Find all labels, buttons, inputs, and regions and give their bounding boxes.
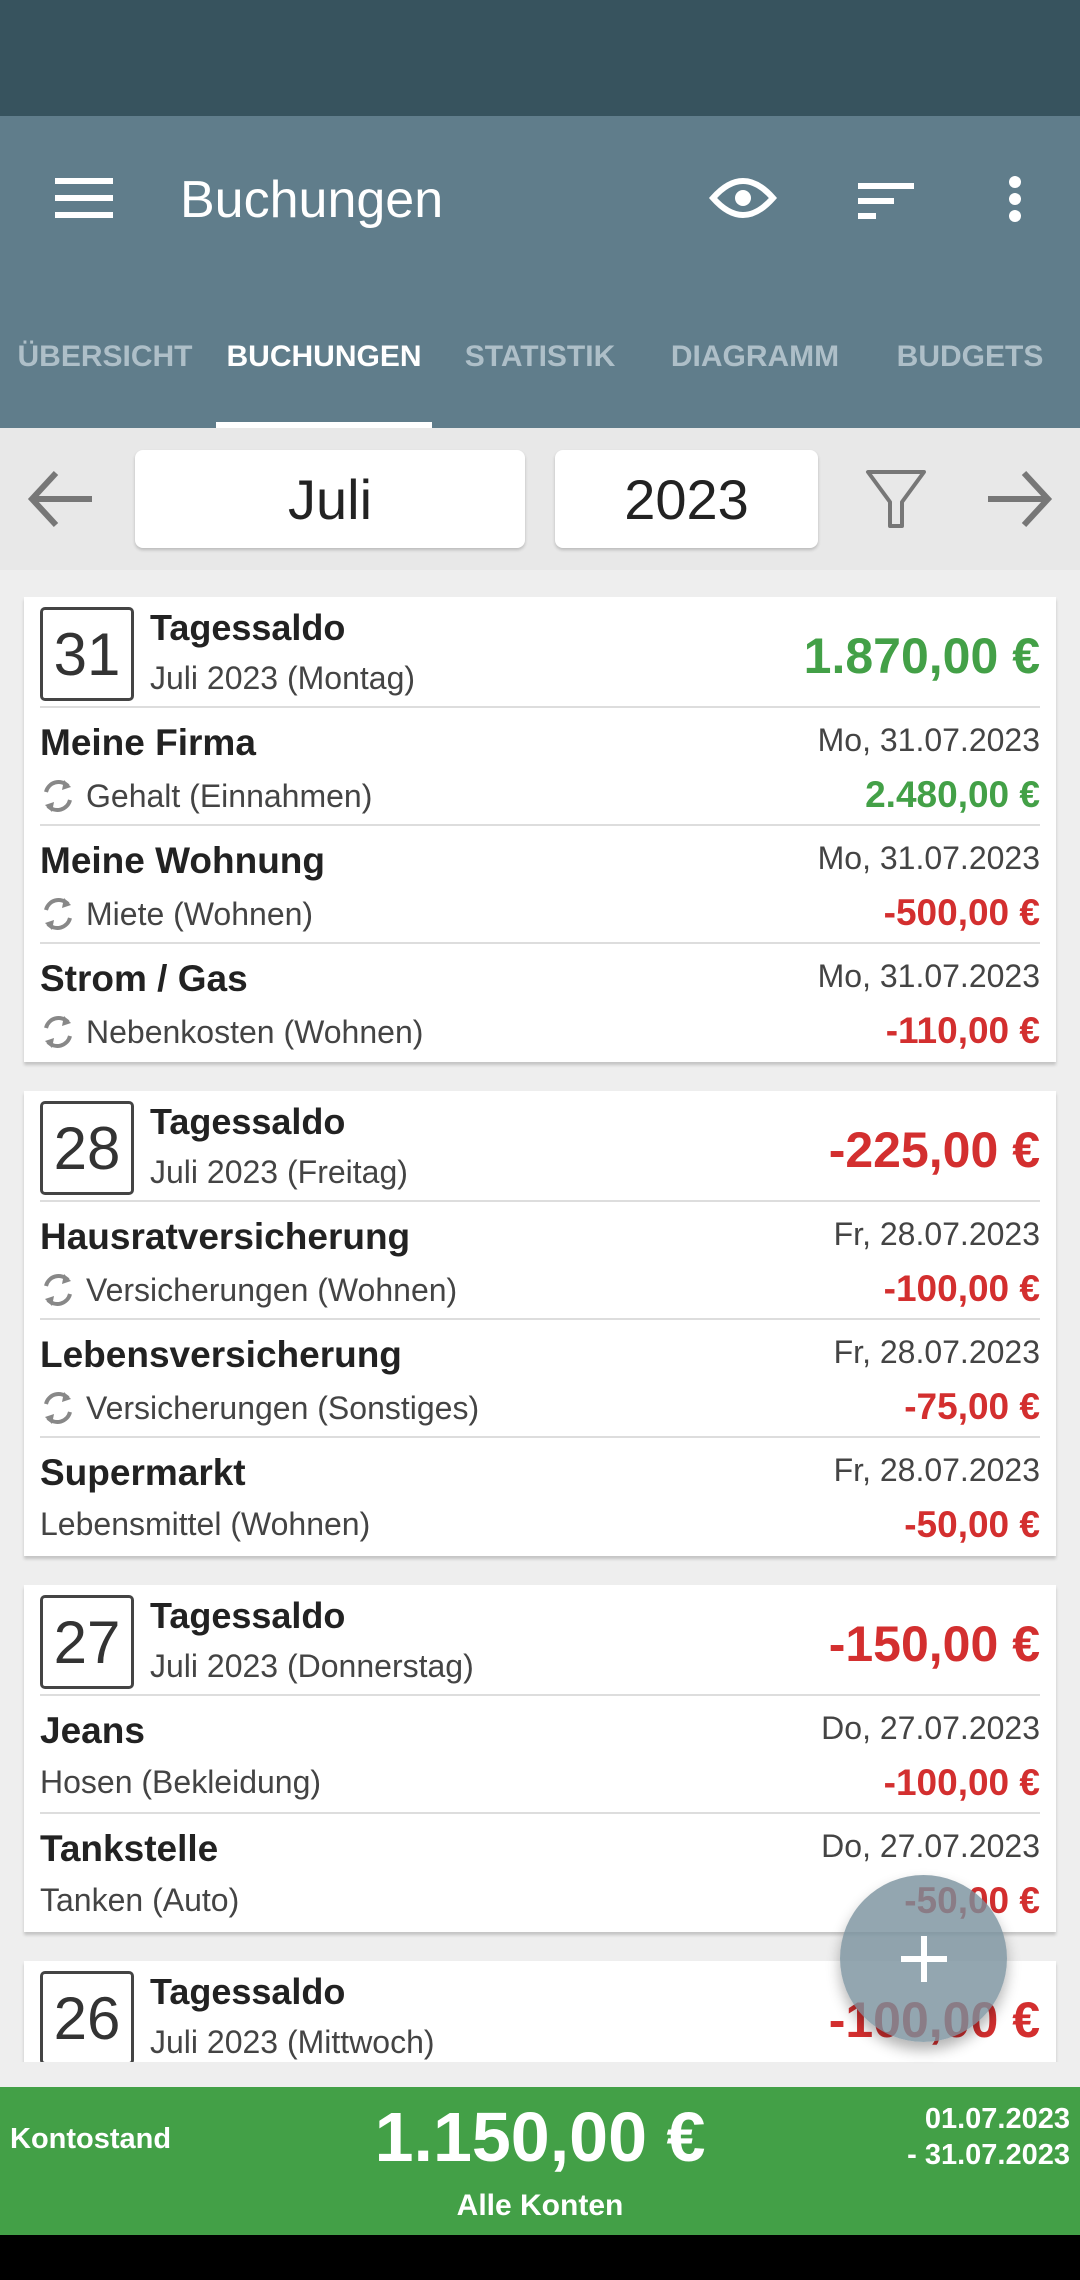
transaction-date: Mo, 31.07.2023 (817, 958, 1040, 994)
transaction-amount: 2.480,00 € (865, 774, 1040, 815)
recurring-icon (44, 898, 72, 930)
transaction-category: Hosen (Bekleidung) (40, 1764, 322, 1800)
transaction-payee: Hausratversicherung (40, 1216, 411, 1257)
tab-buchungen[interactable]: BUCHUNGEN (226, 340, 422, 373)
transaction-row[interactable]: Hausratversicherung Versicherungen (Wohn… (40, 1202, 1040, 1320)
transaction-row[interactable]: Supermarkt Lebensmittel (Wohnen) Fr, 28.… (40, 1438, 1040, 1556)
arrow-left-icon[interactable] (22, 464, 98, 534)
transaction-category: Versicherungen (Sonstiges) (86, 1389, 480, 1426)
range-end: - 31.07.2023 (907, 2139, 1070, 2171)
day-number: 27 (40, 1595, 134, 1689)
transaction-payee: Lebensversicherung (40, 1334, 402, 1375)
day-number: 31 (40, 607, 134, 701)
transaction-amount: -100,00 € (883, 1762, 1040, 1803)
transaction-category: Lebensmittel (Wohnen) (40, 1506, 371, 1542)
day-summary-title: Tagessaldo (150, 1101, 346, 1142)
day-number: 26 (40, 1971, 134, 2062)
day-summary-title: Tagessaldo (150, 607, 346, 648)
app-bar: Buchungen ÜBERSICHT BUCHUNGEN STATISTIK … (0, 116, 1080, 428)
balance-footer: Kontostand 1.150,00 € Alle Konten 01.07.… (0, 2087, 1080, 2235)
transaction-payee: Strom / Gas (40, 958, 248, 999)
active-tab-indicator (216, 422, 432, 428)
transaction-amount: -100,00 € (883, 1268, 1040, 1309)
recurring-icon (44, 1016, 72, 1048)
filter-icon[interactable] (858, 464, 934, 534)
transaction-list[interactable]: 31 Tagessaldo Juli 2023 (Montag) 1.870,0… (0, 570, 1080, 2062)
day-card: 28 Tagessaldo Juli 2023 (Freitag) -225,0… (24, 1091, 1056, 1556)
transaction-row[interactable]: Meine Firma Gehalt (Einnahmen) Mo, 31.07… (40, 708, 1040, 826)
transaction-row[interactable]: Strom / Gas Nebenkosten (Wohnen) Mo, 31.… (40, 944, 1040, 1062)
day-summary-subtitle: Juli 2023 (Mittwoch) (150, 2024, 435, 2060)
balance-label: Kontostand (10, 2123, 172, 2155)
transaction-amount: -500,00 € (883, 892, 1040, 933)
list-bottom-space (0, 2062, 1080, 2087)
transaction-date: Do, 27.07.2023 (821, 1710, 1040, 1746)
month-selector[interactable]: Juli (135, 450, 525, 548)
transaction-category: Tanken (Auto) (40, 1882, 240, 1918)
transaction-date: Fr, 28.07.2023 (833, 1334, 1040, 1370)
day-balance: -150,00 € (828, 1616, 1040, 1672)
day-summary-title: Tagessaldo (150, 1595, 346, 1636)
recurring-icon (44, 1392, 72, 1424)
balance-amount: 1.150,00 € (374, 2098, 706, 2176)
transaction-row[interactable]: Jeans Hosen (Bekleidung) Do, 27.07.2023 … (40, 1696, 1040, 1814)
tab-budgets[interactable]: BUDGETS (896, 340, 1044, 373)
year-selector[interactable]: 2023 (555, 450, 818, 548)
transaction-date: Fr, 28.07.2023 (833, 1452, 1040, 1488)
recurring-icon (44, 1274, 72, 1306)
transaction-payee: Tankstelle (40, 1828, 219, 1869)
day-balance: 1.870,00 € (803, 628, 1040, 684)
transaction-category: Miete (Wohnen) (86, 895, 314, 932)
system-navigation-bar (0, 2235, 1080, 2280)
day-balance: -225,00 € (828, 1122, 1040, 1178)
transaction-payee: Meine Wohnung (40, 840, 325, 881)
day-card: 31 Tagessaldo Juli 2023 (Montag) 1.870,0… (24, 597, 1056, 1062)
status-bar (0, 0, 1080, 116)
transaction-payee: Jeans (40, 1710, 145, 1751)
add-transaction-button[interactable] (840, 1875, 1007, 2042)
transaction-row[interactable]: Lebensversicherung Versicherungen (Sonst… (40, 1320, 1040, 1438)
account-selector[interactable]: Alle Konten (456, 2189, 624, 2222)
sort-icon[interactable] (855, 176, 917, 226)
transaction-category: Gehalt (Einnahmen) (86, 777, 373, 814)
day-number: 28 (40, 1101, 134, 1195)
transaction-amount: -110,00 € (885, 1010, 1040, 1051)
date-navigation-bar: Juli 2023 (0, 428, 1080, 570)
transaction-date: Mo, 31.07.2023 (817, 722, 1040, 758)
day-summary-subtitle: Juli 2023 (Montag) (150, 660, 416, 696)
day-summary-subtitle: Juli 2023 (Donnerstag) (150, 1648, 474, 1684)
transaction-payee: Meine Firma (40, 722, 256, 763)
transaction-payee: Supermarkt (40, 1452, 246, 1493)
transaction-date: Do, 27.07.2023 (821, 1828, 1040, 1864)
date-range: 01.07.2023 - 31.07.2023 (907, 2101, 1070, 2173)
range-start: 01.07.2023 (924, 2103, 1070, 2135)
day-card: 27 Tagessaldo Juli 2023 (Donnerstag) -15… (24, 1585, 1056, 1932)
transaction-date: Fr, 28.07.2023 (833, 1216, 1040, 1252)
day-summary-title: Tagessaldo (150, 1971, 346, 2012)
transaction-amount: -75,00 € (904, 1386, 1040, 1427)
tab-uebersicht[interactable]: ÜBERSICHT (17, 340, 193, 373)
day-summary[interactable]: 27 Tagessaldo Juli 2023 (Donnerstag) -15… (40, 1585, 1040, 1696)
transaction-amount: -50,00 € (904, 1504, 1040, 1545)
recurring-icon (44, 780, 72, 812)
more-vert-icon[interactable] (995, 172, 1035, 226)
day-summary[interactable]: 31 Tagessaldo Juli 2023 (Montag) 1.870,0… (40, 597, 1040, 708)
transaction-category: Nebenkosten (Wohnen) (86, 1013, 424, 1050)
arrow-right-icon[interactable] (982, 464, 1058, 534)
tab-diagramm[interactable]: DIAGRAMM (670, 340, 840, 373)
plus-icon (900, 1935, 947, 1982)
eye-icon[interactable] (705, 168, 781, 228)
transaction-category: Versicherungen (Wohnen) (86, 1271, 458, 1308)
transaction-row[interactable]: Meine Wohnung Miete (Wohnen) Mo, 31.07.2… (40, 826, 1040, 944)
day-summary-subtitle: Juli 2023 (Freitag) (150, 1154, 408, 1190)
menu-icon[interactable] (50, 172, 118, 224)
day-summary[interactable]: 28 Tagessaldo Juli 2023 (Freitag) -225,0… (40, 1091, 1040, 1202)
page-title: Buchungen (180, 171, 444, 229)
transaction-date: Mo, 31.07.2023 (817, 840, 1040, 876)
tab-statistik[interactable]: STATISTIK (464, 340, 616, 373)
